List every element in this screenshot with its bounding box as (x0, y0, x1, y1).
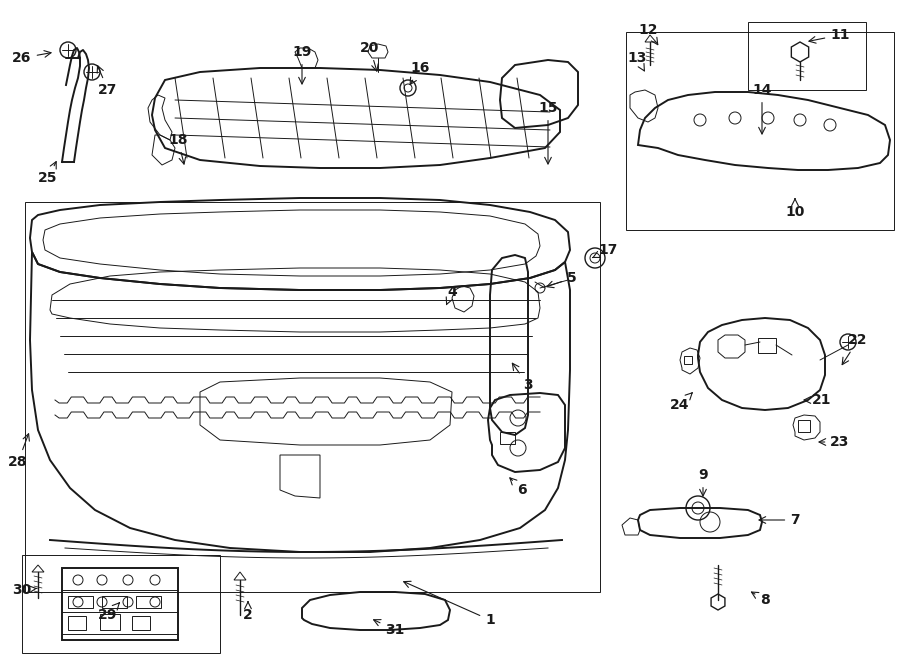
Text: 6: 6 (509, 478, 526, 497)
Text: 3: 3 (512, 363, 533, 392)
Text: 5: 5 (547, 271, 577, 288)
Text: 4: 4 (446, 285, 457, 305)
Text: 15: 15 (538, 101, 558, 164)
Text: 23: 23 (819, 435, 850, 449)
Text: 14: 14 (752, 83, 772, 134)
Bar (748, 22, 866, 90)
Text: 7: 7 (759, 513, 800, 527)
Text: 2: 2 (243, 602, 253, 622)
Text: 12: 12 (638, 23, 658, 44)
Bar (798, 420, 810, 432)
Bar (68, 616, 86, 630)
Bar (68, 596, 93, 608)
Text: 22: 22 (842, 333, 868, 365)
Text: 28: 28 (8, 434, 30, 469)
Text: 29: 29 (98, 603, 120, 622)
Bar (25, 202, 600, 592)
Text: 18: 18 (168, 133, 188, 164)
Text: 10: 10 (786, 199, 805, 219)
Bar (22, 555, 220, 653)
Bar (100, 614, 120, 630)
Text: 9: 9 (698, 468, 707, 496)
Text: 16: 16 (410, 61, 429, 85)
Bar (626, 32, 894, 230)
Text: 19: 19 (292, 45, 311, 84)
Text: 31: 31 (374, 620, 405, 637)
Bar (684, 356, 692, 364)
Text: 1: 1 (404, 581, 495, 627)
Bar (102, 596, 127, 608)
Bar (136, 596, 161, 608)
Text: 21: 21 (804, 393, 832, 407)
Bar (500, 432, 515, 444)
Text: 17: 17 (593, 243, 617, 258)
Text: 26: 26 (13, 50, 51, 65)
Text: 8: 8 (752, 592, 770, 607)
Bar (132, 616, 150, 630)
Text: 20: 20 (360, 41, 380, 71)
Text: 13: 13 (627, 51, 647, 71)
Bar (758, 338, 776, 353)
Text: 25: 25 (38, 162, 58, 185)
Text: 11: 11 (809, 28, 850, 43)
Text: 24: 24 (670, 393, 692, 412)
Text: 27: 27 (97, 66, 118, 97)
Text: 30: 30 (13, 583, 37, 597)
